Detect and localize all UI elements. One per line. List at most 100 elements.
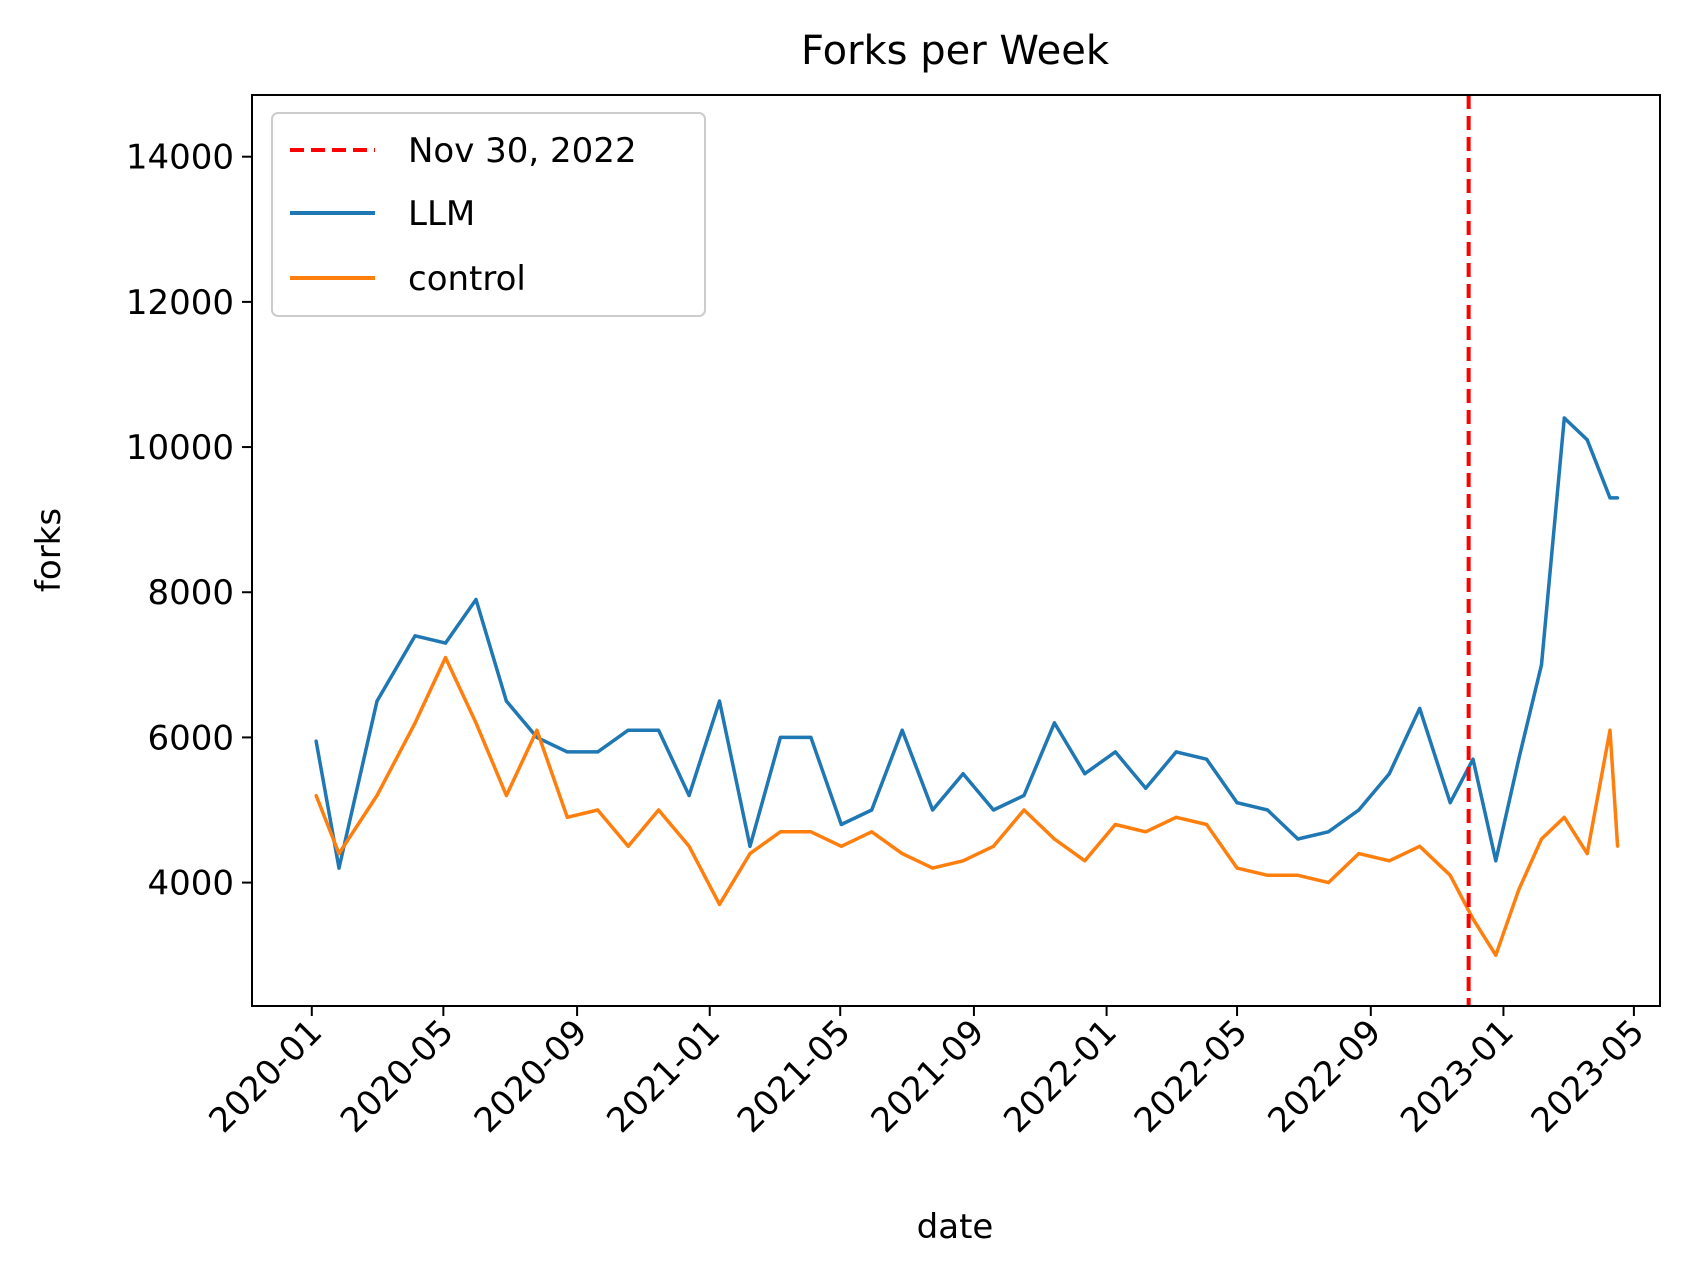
data-point-llm: [1326, 830, 1330, 834]
chart-title: Forks per Week: [801, 28, 1110, 74]
data-point-llm: [337, 866, 341, 870]
data-point-llm: [1387, 772, 1391, 776]
data-point-control: [1174, 815, 1178, 819]
data-point-llm: [657, 728, 661, 732]
data-point-llm: [375, 699, 379, 703]
data-point-control: [1562, 815, 1566, 819]
data-point-llm: [474, 597, 478, 602]
data-point-control: [991, 844, 996, 848]
data-point-llm: [748, 844, 752, 848]
data-point-control: [1471, 917, 1475, 921]
data-point-control: [535, 728, 539, 732]
y-tick-label: 8000: [147, 573, 234, 613]
data-point-control: [1022, 808, 1026, 812]
data-point-control: [596, 808, 600, 812]
data-point-llm: [504, 699, 508, 703]
data-point-llm: [839, 822, 843, 827]
data-point-llm: [1616, 496, 1620, 500]
data-point-llm: [1585, 438, 1589, 442]
data-point-llm: [900, 728, 904, 732]
data-point-llm: [1144, 786, 1148, 790]
data-point-control: [1387, 859, 1391, 863]
data-point-control: [337, 852, 341, 856]
data-point-llm: [413, 634, 417, 638]
plot-area: [314, 95, 1620, 1006]
data-point-control: [1448, 873, 1452, 877]
data-point-control: [809, 830, 813, 834]
data-point-control: [1083, 859, 1087, 863]
data-point-llm: [1052, 721, 1056, 725]
plot-frame: [251, 94, 1661, 1007]
data-point-control: [870, 830, 874, 834]
data-point-control: [1494, 953, 1498, 957]
data-point-llm: [1113, 750, 1117, 754]
data-point-control: [1608, 728, 1612, 732]
data-point-control: [626, 844, 630, 848]
legend: Nov 30, 2022 LLM control: [271, 112, 706, 317]
data-point-llm: [596, 750, 600, 754]
data-point-control: [1326, 881, 1330, 885]
data-point-llm: [1296, 837, 1300, 841]
data-point-llm: [778, 735, 783, 740]
y-tick-label: 12000: [126, 283, 234, 323]
data-point-llm: [1235, 801, 1239, 805]
data-point-control: [1052, 837, 1056, 841]
data-point-control: [504, 793, 508, 798]
legend-label-control: control: [408, 259, 526, 299]
data-point-control: [474, 721, 478, 725]
data-point-llm: [1083, 772, 1087, 776]
data-point-llm: [687, 793, 691, 798]
data-point-control: [717, 902, 722, 907]
data-point-control: [1616, 844, 1620, 848]
data-point-llm: [1357, 808, 1361, 812]
data-point-control: [565, 815, 569, 819]
y-tick-label: 4000: [147, 864, 234, 904]
data-point-llm: [1539, 663, 1544, 667]
data-point-control: [778, 830, 783, 834]
data-point-llm: [1608, 496, 1612, 500]
data-point-control: [748, 852, 752, 856]
data-point-llm: [870, 808, 874, 812]
data-point-control: [839, 844, 843, 848]
data-point-llm: [565, 750, 569, 754]
data-point-control: [900, 852, 904, 856]
data-point-llm: [1022, 793, 1026, 798]
data-point-control: [1296, 873, 1300, 877]
data-point-control: [687, 844, 691, 848]
data-point-llm: [1471, 757, 1475, 761]
data-point-control: [1265, 873, 1270, 877]
data-point-llm: [1265, 808, 1270, 812]
data-point-llm: [1205, 757, 1209, 761]
y-axis: 4000 6000 8000 10000 12000 14000: [126, 138, 252, 904]
data-point-llm: [443, 641, 448, 645]
legend-label-llm: LLM: [408, 194, 475, 234]
x-axis-label: date: [917, 1207, 994, 1247]
data-point-llm: [1448, 801, 1452, 805]
data-point-control: [657, 808, 661, 812]
data-point-control: [931, 866, 935, 870]
data-point-control: [1205, 822, 1209, 827]
data-point-control: [1585, 852, 1589, 856]
data-point-control: [961, 859, 965, 863]
data-point-control: [1113, 822, 1117, 827]
data-point-control: [1235, 866, 1239, 870]
data-point-llm: [961, 772, 965, 776]
data-point-control: [443, 656, 448, 660]
data-point-llm: [1517, 757, 1521, 761]
legend-box: [271, 112, 706, 317]
y-axis-label: forks: [29, 508, 69, 592]
data-point-control: [314, 793, 318, 798]
data-point-control: [375, 793, 379, 798]
data-point-llm: [809, 735, 813, 740]
data-point-llm: [314, 739, 318, 743]
data-point-control: [1357, 852, 1361, 856]
data-point-control: [1144, 830, 1148, 834]
data-point-llm: [626, 728, 630, 732]
legend-label-vline: Nov 30, 2022: [408, 131, 637, 171]
data-point-llm: [1562, 416, 1566, 420]
y-tick-label: 10000: [126, 428, 234, 468]
data-point-llm: [991, 808, 996, 812]
data-point-control: [1539, 837, 1544, 841]
y-tick-label: 14000: [126, 138, 234, 178]
